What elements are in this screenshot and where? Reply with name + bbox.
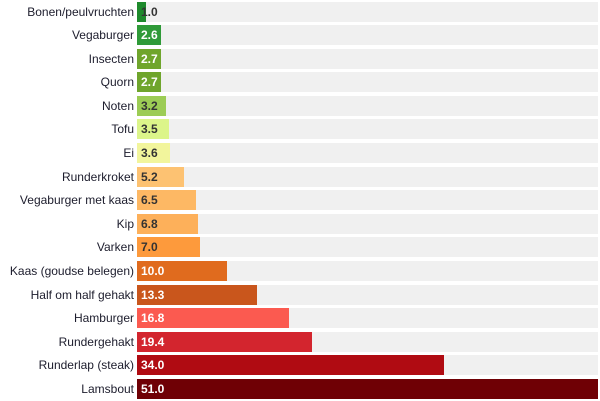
bar — [137, 308, 289, 329]
value-label: 3.6 — [141, 146, 158, 161]
bar — [137, 190, 196, 211]
category-label: Bonen/peulvruchten — [27, 4, 134, 19]
bar-track — [137, 190, 598, 211]
category-label: Kip — [116, 216, 134, 231]
value-label: 6.8 — [141, 216, 158, 231]
bar-track — [137, 260, 598, 281]
bar-track — [137, 166, 598, 187]
bar-row: Noten 3.2 — [0, 95, 600, 116]
bar — [137, 119, 169, 140]
category-label: Kaas (goudse belegen) — [9, 263, 134, 278]
bar-track — [137, 95, 598, 116]
value-label: 3.2 — [141, 98, 158, 113]
bar-track — [137, 48, 598, 69]
bar-track — [137, 213, 598, 234]
bar — [137, 355, 445, 376]
bar — [137, 378, 598, 399]
value-label: 1.0 — [141, 4, 158, 19]
bar — [137, 72, 162, 93]
value-label: 10.0 — [141, 263, 165, 278]
value-label: 7.0 — [141, 240, 158, 255]
bar — [137, 25, 161, 46]
category-label: Varken — [96, 240, 134, 255]
category-label: Vegaburger met kaas — [19, 193, 134, 208]
bar — [137, 237, 201, 258]
bar-row: Bonen/peulvruchten 1.0 — [0, 1, 600, 22]
bar-row: Rundergehakt 19.4 — [0, 331, 600, 352]
bar-track — [137, 119, 598, 140]
bar-row: Quorn 2.7 — [0, 72, 600, 93]
value-label: 2.6 — [141, 28, 158, 43]
value-label: 34.0 — [141, 358, 165, 373]
bar-track — [137, 25, 598, 46]
value-label: 3.5 — [141, 122, 158, 137]
bar-row: Kip 6.8 — [0, 213, 600, 234]
category-label: Tofu — [111, 122, 134, 137]
bar-row: Lamsbout 51.0 — [0, 378, 600, 399]
bar-row: Vegaburger met kaas 6.5 — [0, 190, 600, 211]
value-label: 2.7 — [141, 51, 158, 66]
bar — [137, 260, 228, 281]
bar — [137, 48, 162, 69]
bar-row: Ei 3.6 — [0, 143, 600, 164]
bar — [137, 213, 199, 234]
value-label: 5.2 — [141, 169, 158, 184]
bar-track — [137, 72, 598, 93]
value-label: 16.8 — [141, 311, 165, 326]
bar — [137, 331, 313, 352]
bar-row: Hamburger 16.8 — [0, 308, 600, 329]
category-label: Noten — [101, 98, 134, 113]
value-label: 13.3 — [141, 287, 165, 302]
bar-row: Tofu 3.5 — [0, 119, 600, 140]
bar — [137, 143, 170, 164]
bar — [137, 284, 258, 305]
category-label: Half om half gehakt — [30, 287, 134, 302]
category-label: Runderkroket — [61, 169, 134, 184]
value-label: 2.7 — [141, 75, 158, 90]
bar-row: Runderlap (steak) 34.0 — [0, 355, 600, 376]
category-label: Runderlap (steak) — [38, 358, 134, 373]
bar-track — [137, 1, 598, 22]
category-label: Lamsbout — [81, 381, 134, 396]
bar-row: Kaas (goudse belegen) 10.0 — [0, 260, 600, 281]
bar — [137, 166, 184, 187]
bar-row: Vegaburger 2.6 — [0, 25, 600, 46]
category-label: Ei — [123, 146, 134, 161]
category-label: Vegaburger — [71, 28, 134, 43]
category-label: Hamburger — [73, 311, 134, 326]
bar — [137, 95, 166, 116]
bar-row: Varken 7.0 — [0, 237, 600, 258]
category-label: Insecten — [88, 51, 134, 66]
bar-row: Half om half gehakt 13.3 — [0, 284, 600, 305]
value-label: 51.0 — [141, 381, 165, 396]
bar-track — [137, 237, 598, 258]
value-label: 19.4 — [141, 334, 165, 349]
bar — [137, 1, 147, 22]
bar-row: Insecten 2.7 — [0, 48, 600, 69]
value-label: 6.5 — [141, 193, 158, 208]
category-label: Rundergehakt — [58, 334, 134, 349]
bar-track — [137, 143, 598, 164]
category-label: Quorn — [100, 75, 134, 90]
bar-row: Runderkroket 5.2 — [0, 166, 600, 187]
